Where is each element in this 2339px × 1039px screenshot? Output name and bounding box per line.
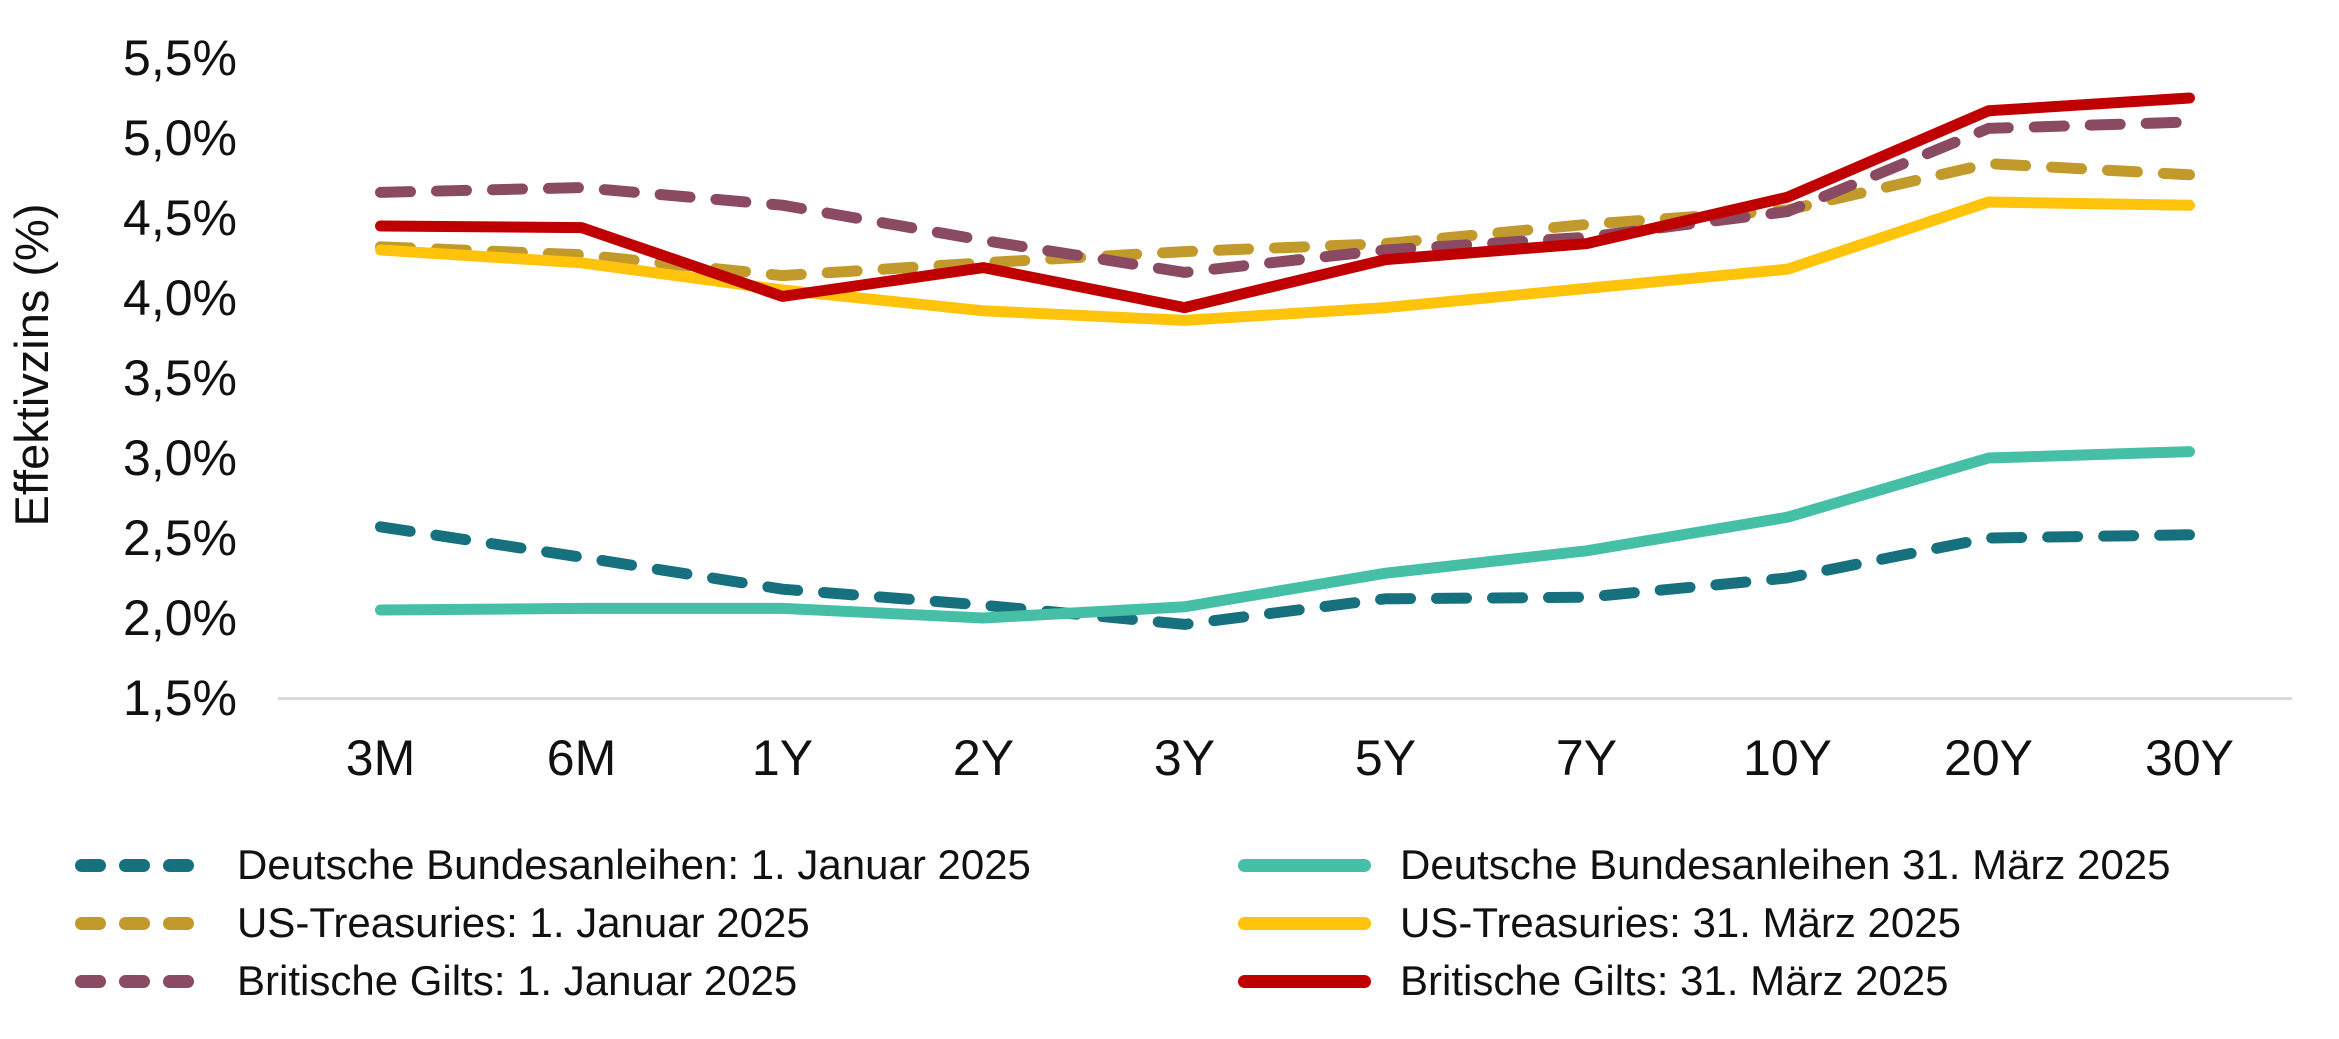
solid-line-swatch-icon xyxy=(1238,858,1378,872)
y-axis-title: Effektivzins (%) xyxy=(5,204,58,527)
legend-label: Deutsche Bundesanleihen: 1. Januar 2025 xyxy=(237,841,1031,888)
x-axis-tick-label: 20Y xyxy=(1944,730,2033,786)
x-axis-tick-label: 30Y xyxy=(2145,730,2234,786)
x-axis-tick-labels: 3M 6M 1Y 2Y 3Y 5Y 7Y 10Y 20Y 30Y xyxy=(346,730,2234,786)
x-axis-tick-label: 7Y xyxy=(1556,730,1617,786)
y-axis-tick-label: 4,0% xyxy=(123,270,237,326)
y-axis-tick-labels: 5,5% 5,0% 4,5% 4,0% 3,5% 3,0% 2,5% 2,0% 1,5% xyxy=(123,30,237,726)
solid-line-swatch-icon xyxy=(1238,916,1378,930)
dashed-line-swatch-icon xyxy=(75,858,215,872)
legend-item: Deutsche Bundesanleihen: 1. Januar 2025 xyxy=(75,836,1031,894)
legend-label: US-Treasuries: 31. März 2025 xyxy=(1400,899,1961,946)
y-axis-tick-label: 5,5% xyxy=(123,30,237,86)
legend-column: Deutsche Bundesanleihen: 1. Januar 2025 U… xyxy=(75,836,1031,1010)
x-axis-tick-label: 1Y xyxy=(752,730,813,786)
dashed-line-swatch-icon xyxy=(75,974,215,988)
dashed-line-swatch-icon xyxy=(75,916,215,930)
y-axis-tick-label: 2,5% xyxy=(123,510,237,566)
y-axis-tick-label: 3,0% xyxy=(123,430,237,486)
legend-item: US-Treasuries: 31. März 2025 xyxy=(1238,894,2171,952)
y-axis-tick-label: 2,0% xyxy=(123,590,237,646)
x-axis-tick-label: 3Y xyxy=(1154,730,1215,786)
legend-label: US-Treasuries: 1. Januar 2025 xyxy=(237,899,810,946)
solid-line-swatch-icon xyxy=(1238,974,1378,988)
series-line-dashed xyxy=(375,116,2195,278)
x-axis-tick-label: 2Y xyxy=(953,730,1014,786)
x-axis-tick-label: 3M xyxy=(346,730,415,786)
legend-item: US-Treasuries: 1. Januar 2025 xyxy=(75,894,1031,952)
series-lines xyxy=(375,92,2195,630)
series-line-solid xyxy=(375,92,2195,314)
x-axis-tick-label: 10Y xyxy=(1743,730,1832,786)
x-axis-tick-label: 5Y xyxy=(1355,730,1416,786)
series-line-dashed xyxy=(375,521,2195,630)
legend-item: Deutsche Bundesanleihen 31. März 2025 xyxy=(1238,836,2171,894)
x-axis-tick-label: 6M xyxy=(547,730,616,786)
y-axis-tick-label: 1,5% xyxy=(123,670,237,726)
legend-label: Deutsche Bundesanleihen 31. März 2025 xyxy=(1400,841,2171,888)
series-line-solid xyxy=(375,196,2195,326)
legend-item: Britische Gilts: 1. Januar 2025 xyxy=(75,952,1031,1010)
legend-column: Deutsche Bundesanleihen 31. März 2025 US-… xyxy=(1238,836,2171,1010)
y-axis-tick-label: 4,5% xyxy=(123,190,237,246)
y-axis-tick-label: 5,0% xyxy=(123,110,237,166)
legend-label: Britische Gilts: 31. März 2025 xyxy=(1400,957,1949,1004)
legend-label: Britische Gilts: 1. Januar 2025 xyxy=(237,957,798,1004)
legend-item: Britische Gilts: 31. März 2025 xyxy=(1238,952,2171,1010)
series-line-solid xyxy=(375,446,2195,624)
y-axis-tick-label: 3,5% xyxy=(123,350,237,406)
